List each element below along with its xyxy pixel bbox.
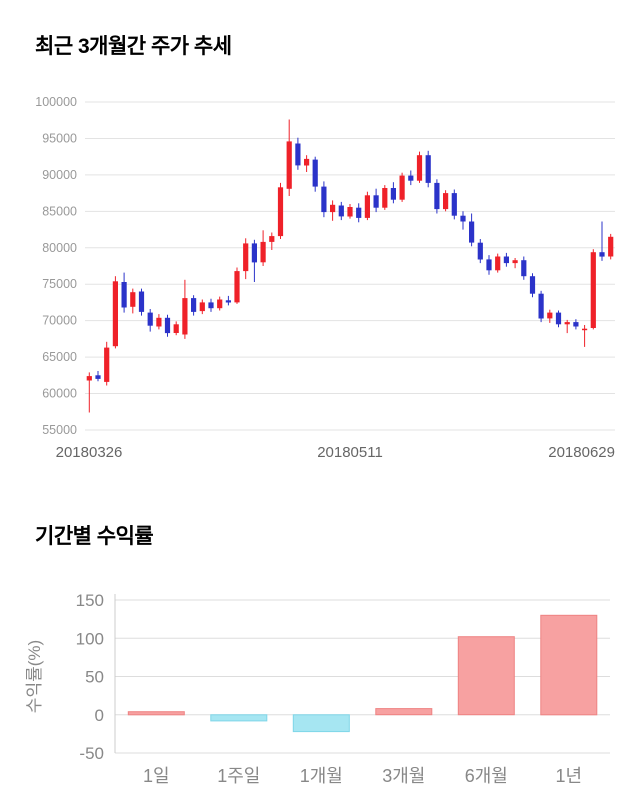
period-returns-title: 기간별 수익률 (35, 525, 154, 548)
svg-text:100: 100 (76, 629, 104, 648)
svg-text:20180629: 20180629 (548, 444, 615, 461)
svg-text:0: 0 (95, 706, 104, 725)
svg-text:90000: 90000 (42, 168, 77, 182)
svg-text:95000: 95000 (42, 131, 77, 145)
svg-text:150: 150 (76, 591, 104, 610)
price-candlestick-chart: 55000 60000 65000 70000 75000 80000 85000 90000… (0, 88, 640, 468)
svg-text:65000: 65000 (42, 350, 77, 364)
svg-text:60000: 60000 (42, 387, 77, 401)
svg-text:1개월: 1개월 (300, 766, 343, 786)
svg-text:수익률(%): 수익률(%) (25, 640, 44, 713)
svg-text:1년: 1년 (556, 766, 583, 786)
svg-text:1일: 1일 (143, 766, 170, 786)
svg-text:6개월: 6개월 (465, 766, 508, 786)
period-returns-bar-chart: 150 100 50 0 -50 1일 1주일 1개월 3개월 6개월 1년 수익률(%) (0, 583, 640, 810)
svg-text:50: 50 (85, 668, 104, 687)
price-candlestick-svg: 55000 60000 65000 70000 75000 80000 85000 90000… (35, 95, 615, 461)
svg-text:-50: -50 (79, 744, 104, 763)
price-trend-title: 최근 3개월간 주가 추세 (35, 35, 232, 58)
svg-text:100000: 100000 (35, 95, 77, 109)
svg-text:20180326: 20180326 (56, 444, 123, 461)
svg-text:70000: 70000 (42, 314, 77, 328)
svg-text:80000: 80000 (42, 241, 77, 255)
svg-text:55000: 55000 (42, 423, 77, 437)
svg-text:1주일: 1주일 (217, 766, 260, 786)
svg-text:85000: 85000 (42, 204, 77, 218)
svg-text:75000: 75000 (42, 277, 77, 291)
svg-text:20180511: 20180511 (317, 444, 383, 461)
svg-text:3개월: 3개월 (382, 766, 425, 786)
period-returns-svg: 150 100 50 0 -50 1일 1주일 1개월 3개월 6개월 1년 수익률(%) (25, 591, 610, 786)
